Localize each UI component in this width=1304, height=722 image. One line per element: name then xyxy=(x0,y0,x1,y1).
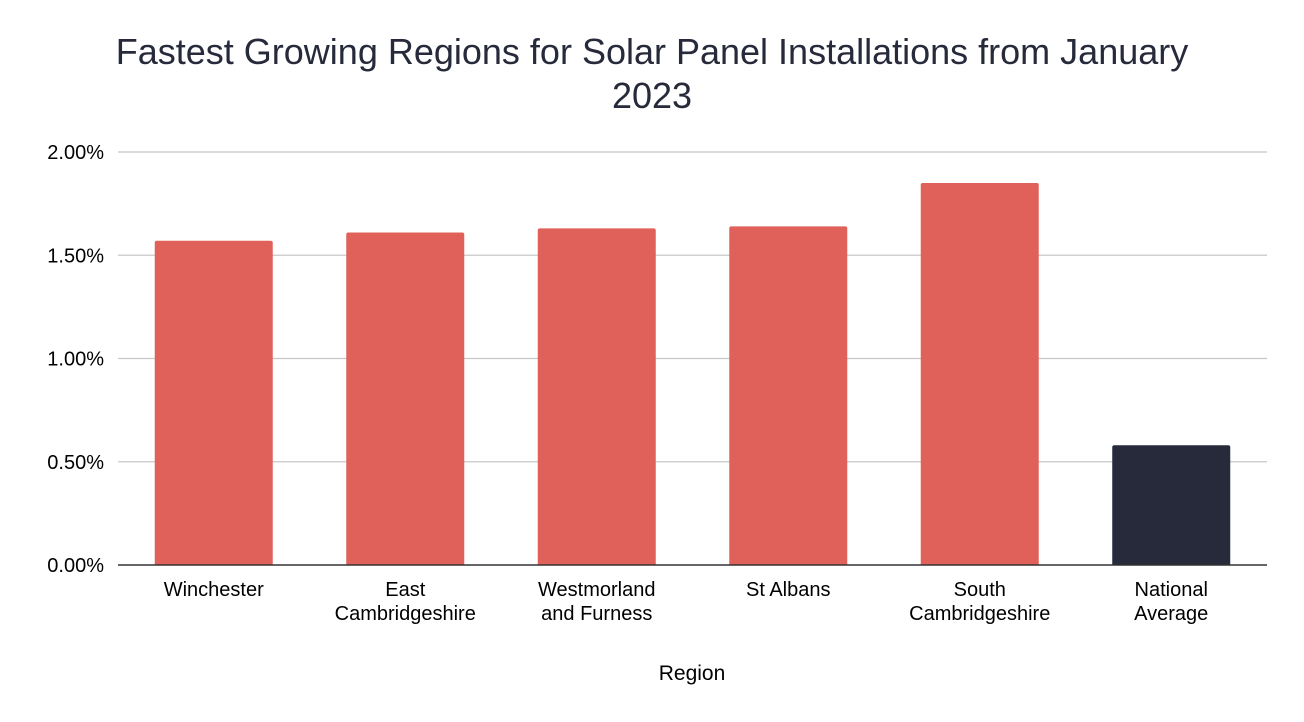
bar xyxy=(1112,445,1231,565)
x-category-label-line: St Albans xyxy=(746,579,831,601)
x-category-label-line: National xyxy=(1135,579,1208,601)
gridlines xyxy=(118,151,1267,463)
y-axis-tick-labels: 0.00% 0.50% 1.00% 1.50% 2.00% xyxy=(47,142,104,577)
x-category-label-line: Westmorland xyxy=(538,579,655,601)
chart-title: Fastest Growing Regions for Solar Panel … xyxy=(0,30,1304,118)
bars xyxy=(154,182,1231,566)
y-tick-label: 1.00% xyxy=(47,349,104,371)
bar xyxy=(154,240,273,566)
chart-title-line-1: Fastest Growing Regions for Solar Panel … xyxy=(115,31,1189,72)
x-category-label-line: Average xyxy=(1134,603,1208,625)
x-category-label-line: Cambridgeshire xyxy=(909,603,1050,625)
y-tick-label: 1.50% xyxy=(47,245,104,267)
x-category-label-line: and Furness xyxy=(541,603,652,625)
x-category-label-line: East xyxy=(385,579,425,601)
y-tick-label: 0.50% xyxy=(47,452,104,474)
x-category-label-line: South xyxy=(954,579,1006,601)
x-axis-title: Region xyxy=(659,662,726,685)
x-category-label: South Cambridgeshire xyxy=(909,579,1050,625)
x-category-label: East Cambridgeshire xyxy=(335,579,476,625)
bar xyxy=(920,182,1039,565)
y-tick-label: 2.00% xyxy=(47,142,104,164)
bar xyxy=(729,226,848,565)
chart-title-line-2: 2023 xyxy=(611,75,693,116)
x-category-label: St Albans xyxy=(746,579,831,601)
x-category-label-line: Winchester xyxy=(164,579,264,601)
bar xyxy=(346,232,465,565)
bar xyxy=(537,228,656,565)
x-category-label: National Average xyxy=(1134,579,1208,625)
x-category-label-line: Cambridgeshire xyxy=(335,603,476,625)
y-tick-label: 0.00% xyxy=(47,555,104,577)
x-category-label: Westmorland and Furness xyxy=(538,579,655,625)
x-category-label: Winchester xyxy=(164,579,264,601)
